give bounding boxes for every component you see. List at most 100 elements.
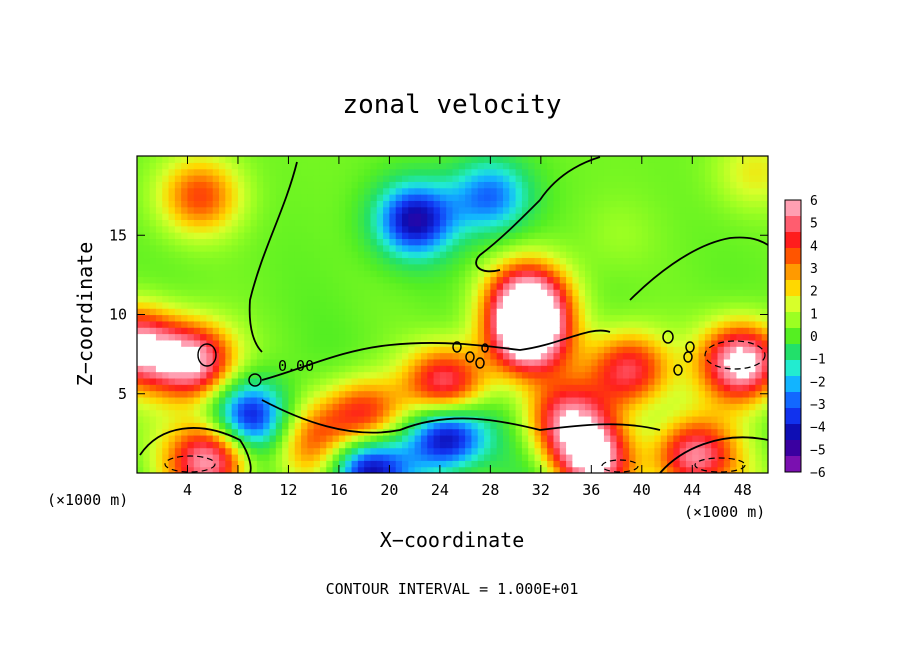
field-cell <box>616 263 624 271</box>
field-cell <box>654 434 662 442</box>
field-cell <box>723 295 731 303</box>
field-cell <box>648 415 656 423</box>
field-cell <box>559 251 567 259</box>
field-cell <box>572 289 580 297</box>
field-cell <box>477 257 485 265</box>
field-cell <box>660 206 668 214</box>
field-cell <box>698 352 706 360</box>
field-cell <box>288 232 296 240</box>
field-cell <box>357 238 365 246</box>
field-cell <box>603 270 611 278</box>
field-cell <box>275 422 283 430</box>
field-cell <box>477 200 485 208</box>
field-cell <box>515 181 523 189</box>
field-cell <box>433 200 441 208</box>
field-cell <box>244 441 252 449</box>
field-cell <box>181 181 189 189</box>
field-cell <box>282 428 290 436</box>
field-cell <box>446 320 454 328</box>
field-cell <box>679 365 687 373</box>
field-cell <box>250 460 258 468</box>
field-cell <box>389 327 397 335</box>
field-cell <box>761 181 768 189</box>
field-cell <box>376 358 384 366</box>
field-cell <box>237 156 245 163</box>
field-cell <box>237 232 245 240</box>
field-cell <box>547 466 555 473</box>
field-cell <box>288 308 296 316</box>
field-cell <box>357 447 365 455</box>
field-cell <box>168 314 176 322</box>
field-cell <box>408 447 416 455</box>
field-cell <box>648 390 656 398</box>
field-cell <box>313 409 321 417</box>
field-cell <box>755 428 763 436</box>
field-cell <box>597 251 605 259</box>
field-cell <box>484 257 491 265</box>
field-cell <box>351 453 359 461</box>
field-cell <box>723 187 731 195</box>
field-cell <box>263 365 271 373</box>
field-cell <box>622 396 630 404</box>
field-cell <box>585 289 592 297</box>
field-cell <box>585 162 592 170</box>
field-cell <box>496 175 504 182</box>
field-cell <box>256 358 264 366</box>
field-cell <box>616 371 624 379</box>
field-cell <box>269 232 277 240</box>
field-cell <box>603 396 611 404</box>
field-cell <box>502 194 510 201</box>
field-cell <box>667 371 674 379</box>
field-cell <box>585 194 592 201</box>
field-cell <box>237 308 245 316</box>
field-cell <box>307 156 315 163</box>
field-cell <box>717 263 725 271</box>
field-cell <box>515 175 523 182</box>
field-cell <box>193 428 201 436</box>
field-cell <box>301 327 308 335</box>
field-cell <box>603 365 611 373</box>
field-cell <box>509 156 517 163</box>
field-cell <box>338 289 346 297</box>
field-cell <box>269 187 277 195</box>
field-cell <box>307 403 315 411</box>
field-cell <box>162 257 170 265</box>
field-cell <box>515 257 523 265</box>
field-cell <box>250 428 258 436</box>
field-cell <box>370 289 378 297</box>
field-cell <box>256 384 264 392</box>
field-cell <box>749 460 756 468</box>
field-cell <box>256 156 264 163</box>
field-cell <box>471 333 479 341</box>
field-cell <box>193 282 201 290</box>
field-cell <box>452 270 460 278</box>
field-cell <box>553 187 561 195</box>
field-cell <box>250 232 258 240</box>
field-cell <box>591 206 599 214</box>
field-cell <box>591 339 599 347</box>
field-cell <box>200 371 208 379</box>
field-cell <box>685 168 693 176</box>
field-cell <box>673 466 681 473</box>
field-cell <box>439 289 447 297</box>
field-cell <box>711 244 719 252</box>
field-cell <box>326 162 334 170</box>
field-cell <box>717 358 725 366</box>
field-cell <box>338 352 346 360</box>
field-cell <box>654 453 662 461</box>
field-cell <box>269 276 277 284</box>
field-cell <box>174 396 182 404</box>
field-cell <box>559 390 567 398</box>
field-cell <box>389 276 397 284</box>
field-cell <box>187 384 195 392</box>
field-cell <box>540 181 548 189</box>
field-cell <box>528 200 536 208</box>
field-cell <box>547 403 555 411</box>
field-cell <box>250 377 258 385</box>
field-cell <box>313 333 321 341</box>
field-cell <box>439 175 447 182</box>
field-cell <box>244 327 252 335</box>
field-cell <box>698 295 706 303</box>
field-cell <box>168 244 176 252</box>
field-cell <box>420 460 428 468</box>
